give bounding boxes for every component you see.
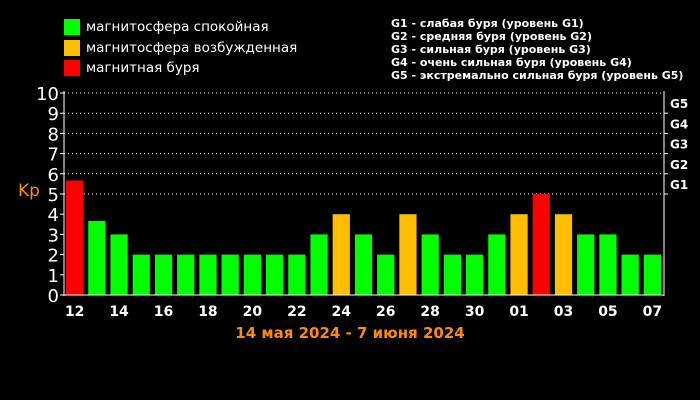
bar	[599, 234, 617, 295]
bar	[532, 194, 550, 295]
x-tick-label: 24	[332, 304, 352, 320]
y-tick-label: 9	[48, 104, 59, 125]
x-tick-label: 07	[643, 304, 662, 320]
bar	[332, 214, 350, 295]
bar	[132, 254, 150, 295]
x-tick-label: 05	[598, 304, 617, 320]
bar	[88, 220, 106, 295]
legend-swatch-excited	[64, 39, 80, 56]
storm-level-g5: G5 - экстремально сильная буря (уровень …	[391, 69, 684, 82]
bar	[243, 254, 261, 295]
y-tick-label: 7	[48, 145, 59, 166]
x-tick-label: 12	[65, 304, 84, 320]
x-tick-label: 18	[198, 304, 217, 320]
x-tick-label: 14	[109, 304, 129, 320]
y-tick-label: 8	[48, 124, 59, 145]
chart-subtitle: 14 мая 2024 - 7 июня 2024	[235, 324, 465, 342]
y-tick-label: 6	[48, 165, 59, 186]
right-tick-label: G5	[670, 97, 688, 111]
y-tick-label: 4	[48, 205, 59, 226]
bar	[266, 254, 284, 295]
x-tick-label: 03	[554, 304, 573, 320]
storm-level-g2: G2 - средняя буря (уровень G2)	[391, 30, 592, 43]
y-axis-label: Kp	[18, 181, 40, 201]
bar	[443, 254, 461, 295]
bar	[510, 214, 528, 295]
bar	[221, 254, 239, 295]
bar	[377, 254, 395, 295]
storm-level-legend: G1 - слабая буря (уровень G1) G2 - средн…	[391, 17, 683, 82]
x-tick-label: 01	[509, 304, 528, 320]
bar	[399, 214, 417, 295]
right-tick-label: G2	[670, 158, 688, 172]
legend-item-calm: магнитосфера спокойная	[64, 17, 297, 38]
bar	[554, 214, 573, 295]
bar	[66, 180, 84, 295]
bar	[177, 254, 195, 295]
x-tick-label: 22	[287, 304, 306, 320]
storm-level-g3: G3 - сильная буря (уровень G3)	[391, 43, 591, 56]
storm-level-g4: G4 - очень сильная буря (уровень G4)	[391, 56, 632, 69]
legend-swatch-calm	[64, 19, 80, 36]
bar	[310, 234, 328, 295]
bar	[354, 234, 373, 295]
y-tick-label: 1	[48, 266, 59, 287]
y-tick-label: 5	[48, 185, 59, 206]
right-tick-label: G1	[670, 178, 688, 192]
legend-item-storm: магнитная буря	[64, 58, 297, 79]
bar	[466, 254, 484, 295]
legend-item-excited: магнитосфера возбужденная	[64, 38, 297, 59]
right-tick-label: G3	[670, 138, 688, 152]
bar	[110, 234, 128, 295]
x-tick-label: 26	[376, 304, 395, 320]
legend-label-storm: магнитная буря	[86, 60, 200, 77]
y-tick-label: 2	[48, 246, 59, 267]
x-tick-label: 30	[465, 304, 485, 320]
legend-label-excited: магнитосфера возбужденная	[86, 39, 298, 56]
bar	[288, 254, 306, 295]
x-tick-label: 20	[243, 304, 263, 320]
bar	[621, 254, 639, 295]
legend-swatch-storm	[64, 60, 80, 77]
y-tick-label: 0	[48, 286, 59, 307]
legend-label-calm: магнитосфера спокойная	[86, 19, 269, 36]
chart-legend: магнитосфера спокойная магнитосфера возб…	[64, 17, 297, 79]
x-tick-label: 28	[420, 304, 439, 320]
right-tick-label: G4	[670, 117, 688, 131]
bar	[577, 234, 595, 295]
storm-level-g1: G1 - слабая буря (уровень G1)	[391, 17, 584, 30]
y-tick-label: 3	[48, 225, 59, 246]
bar	[199, 254, 217, 295]
bar	[421, 234, 439, 295]
bar	[643, 254, 661, 295]
y-tick-label: 10	[36, 84, 59, 105]
x-tick-label: 16	[154, 304, 173, 320]
bar	[488, 234, 506, 295]
bar	[154, 254, 173, 295]
